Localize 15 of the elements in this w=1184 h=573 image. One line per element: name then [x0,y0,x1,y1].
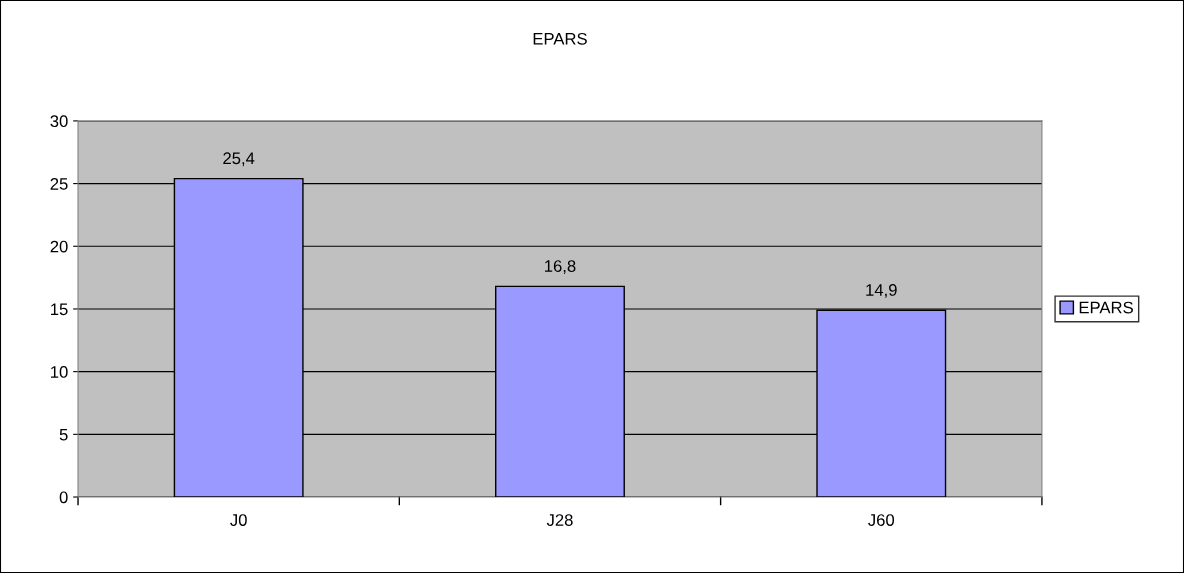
y-tick-label: 25 [50,177,68,190]
y-tick-label: 10 [51,366,68,378]
x-tick-label: J0 [230,514,247,526]
chart-title: EPARS [533,32,587,45]
x-tick-label: J60 [868,514,895,526]
data-label: 14,9 [866,284,897,298]
legend-label: EPARS [1079,301,1133,314]
y-tick-label: 15 [51,303,68,316]
y-tick-label: 30 [50,115,68,128]
data-label: 16,8 [545,260,576,274]
y-tick-label: 20 [50,240,68,253]
data-label: 25,4 [223,152,255,167]
y-tick-label: 5 [59,428,68,441]
x-tick-label: J28 [546,514,573,526]
y-tick-label: 0 [59,491,68,504]
